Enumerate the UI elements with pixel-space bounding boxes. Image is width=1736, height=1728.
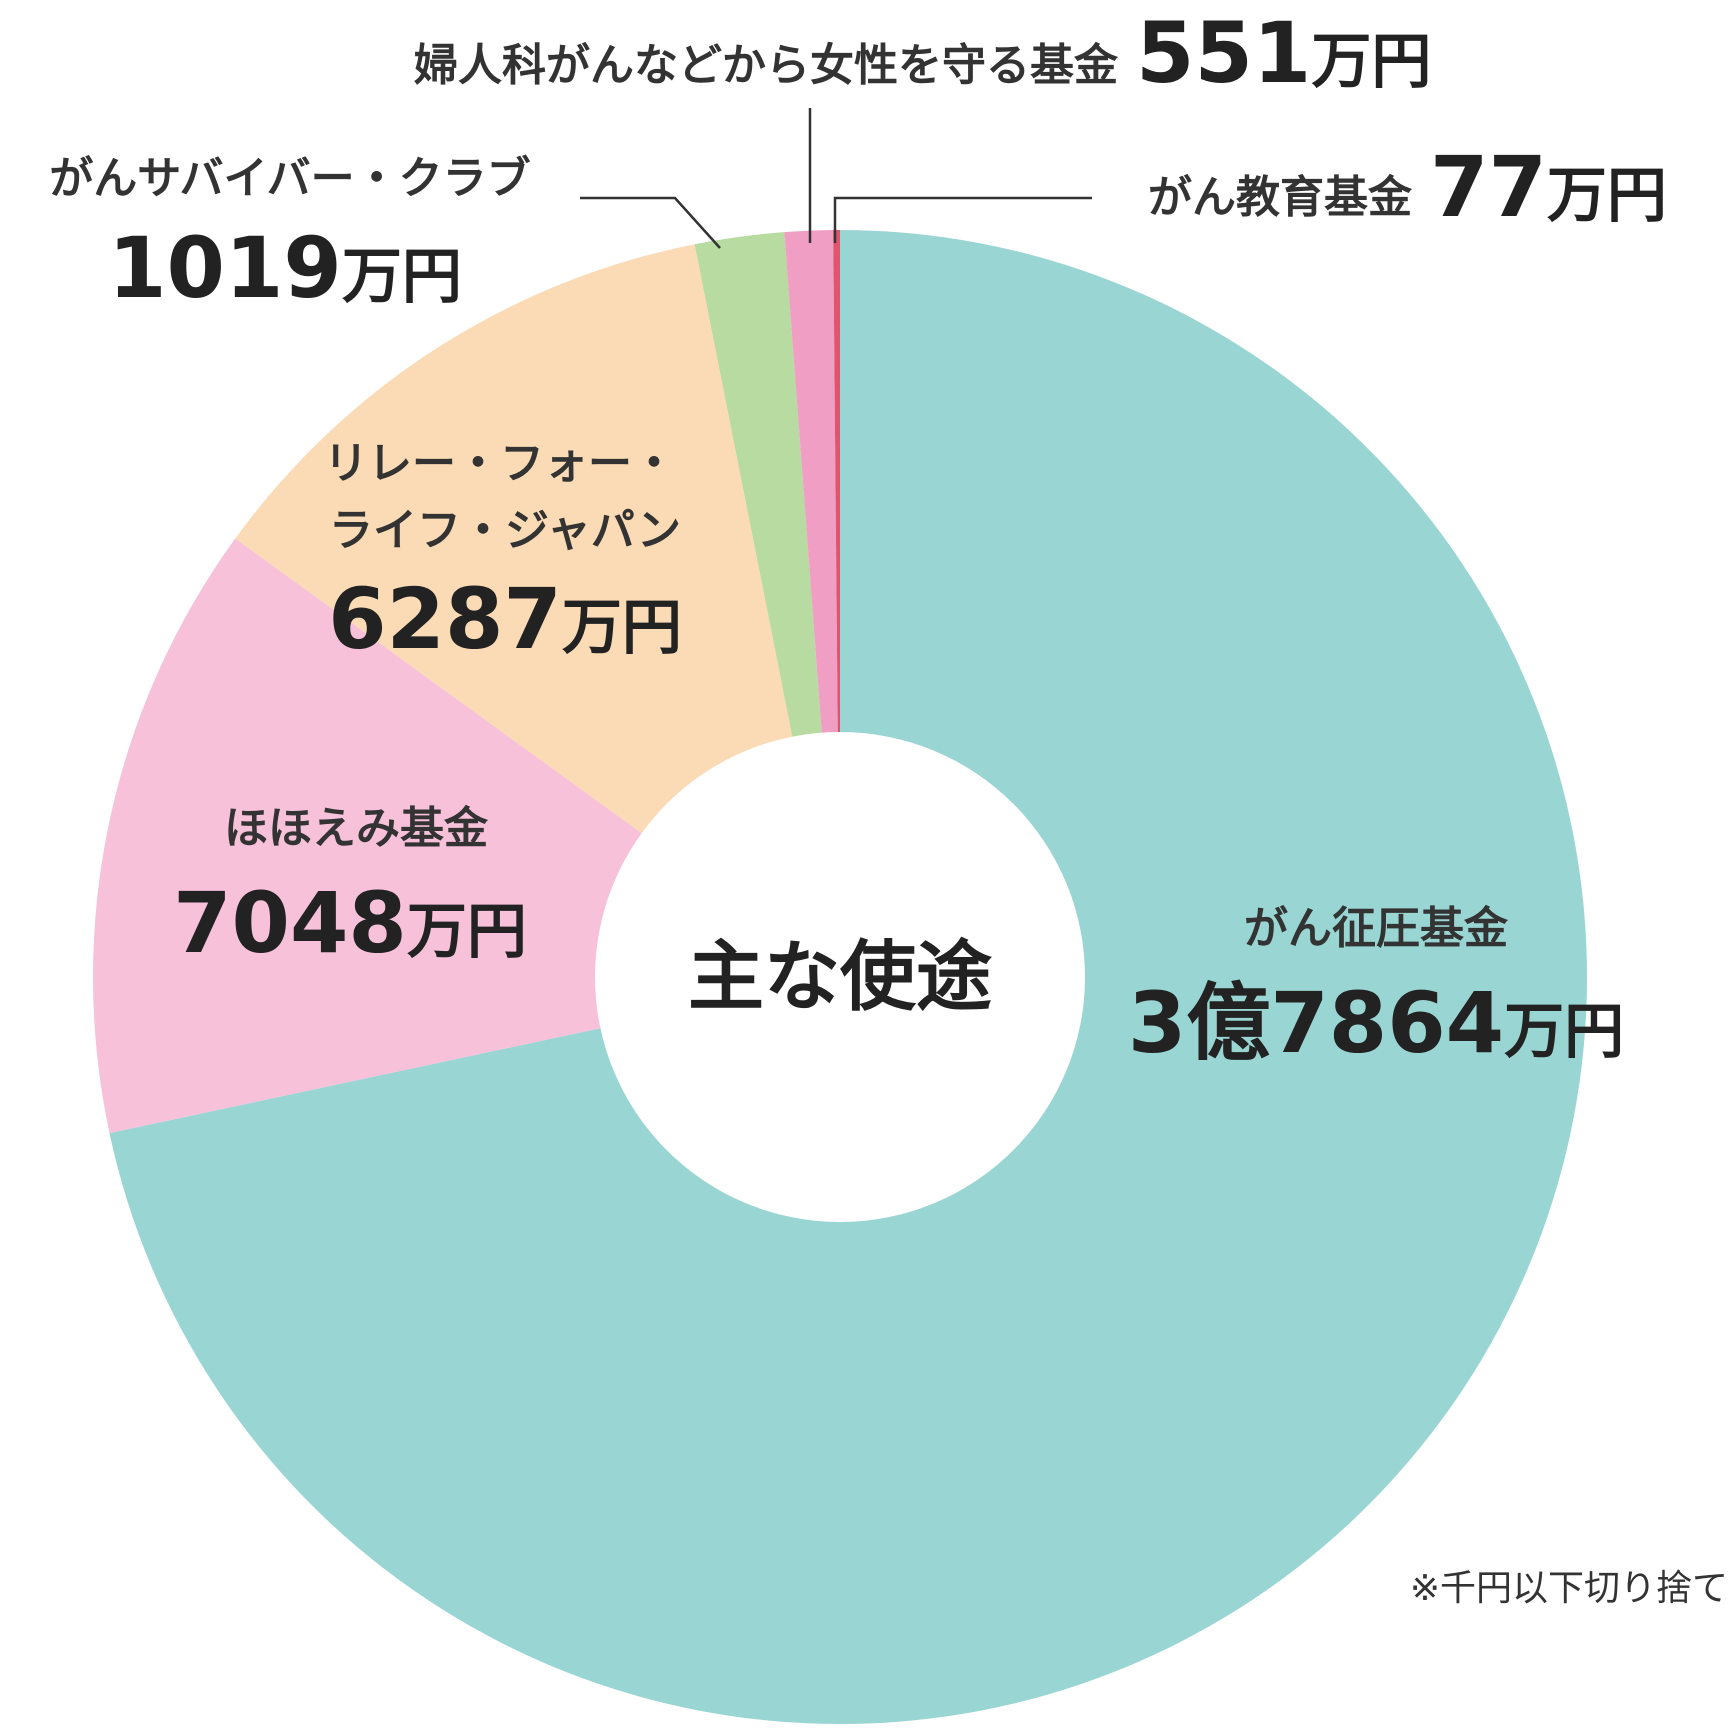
label-education-fund: がん教育基金	[1148, 172, 1413, 223]
label-amount-women-fund: 551万円	[1136, 4, 1431, 102]
leader-line-survivor-club	[580, 196, 721, 249]
label-name-relay-line1: リレー・フォー・	[324, 438, 676, 489]
center-hole	[595, 732, 1085, 1222]
label-amount-relay: 6287万円	[328, 570, 682, 668]
label-amount-seiatsu: 3億7864万円	[1128, 974, 1624, 1072]
label-amount-survivor-club: 1019万円	[108, 219, 462, 317]
label-amount-hohoemi: 7048万円	[173, 874, 527, 972]
label-name-seiatsu: がん征圧基金	[1244, 903, 1509, 954]
leader-line-education-fund	[833, 196, 1092, 243]
center-label: 主な使途	[688, 932, 992, 1021]
label-amount-education-fund: 77万円	[1430, 138, 1667, 236]
label-name-relay-line2: ライフ・ジャパン	[329, 505, 681, 556]
label-name-hohoemi: ほほえみ基金	[224, 803, 489, 854]
label-women-fund: 婦人科がんなどから女性を守る基金	[414, 40, 1119, 91]
label-name-survivor-club: がんサバイバー・クラブ	[49, 153, 530, 204]
footnote: ※千円以下切り捨て	[1410, 1568, 1728, 1609]
